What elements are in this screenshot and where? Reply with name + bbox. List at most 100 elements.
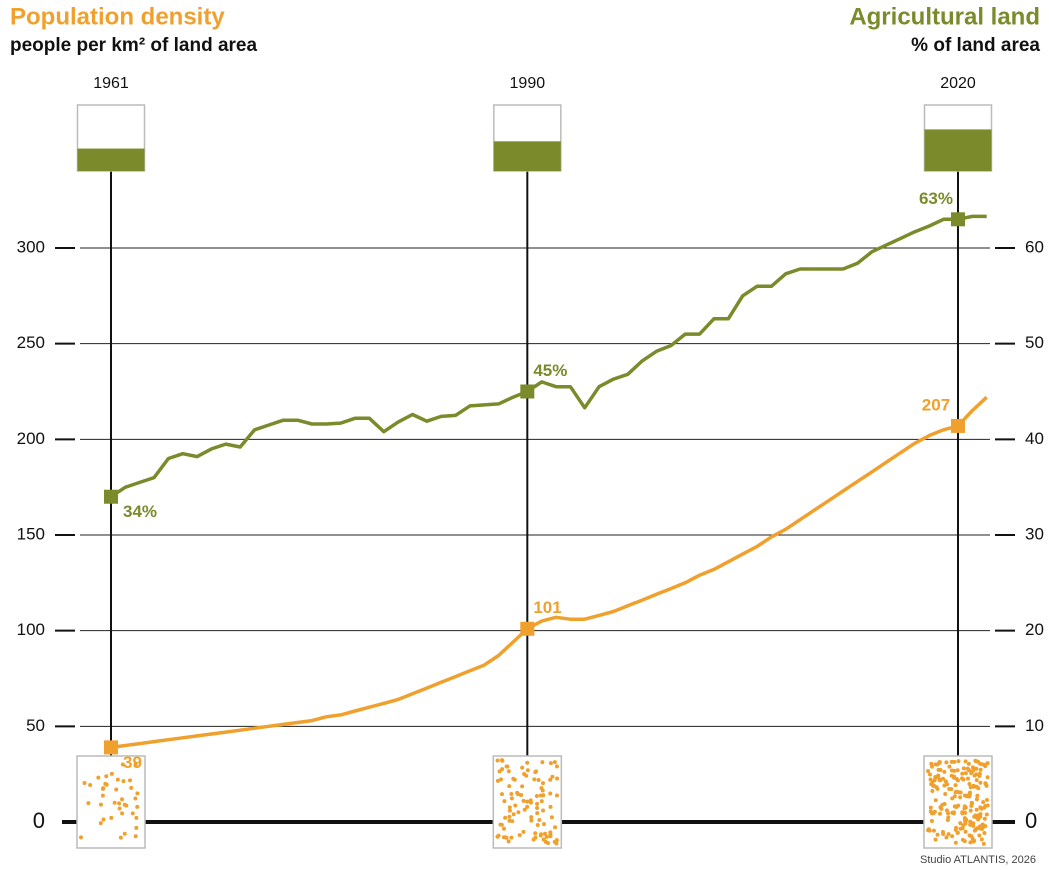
density-dot xyxy=(115,777,120,782)
density-dot xyxy=(956,803,961,808)
density-dot xyxy=(982,816,987,821)
point-marker xyxy=(520,384,535,399)
density-dot xyxy=(120,797,125,802)
density-dot xyxy=(962,793,967,798)
density-dot xyxy=(117,806,122,811)
density-dot xyxy=(516,792,521,797)
density-dot xyxy=(958,795,963,800)
density-dot xyxy=(134,815,139,820)
density-dot xyxy=(539,832,544,837)
density-dot xyxy=(954,789,959,794)
density-dot xyxy=(507,784,512,789)
density-dot xyxy=(133,834,138,839)
density-dot xyxy=(504,835,509,840)
density-dot xyxy=(506,769,511,774)
density-dot xyxy=(552,839,557,844)
density-dot xyxy=(499,822,504,827)
density-dot xyxy=(129,785,134,790)
density-dot xyxy=(953,783,958,788)
density-dot xyxy=(960,810,965,815)
right-subtitle: % of land area xyxy=(911,35,1040,56)
point-marker xyxy=(950,212,965,227)
value-label: 39 xyxy=(123,753,142,772)
density-dot xyxy=(972,828,977,833)
density-dot xyxy=(555,776,560,781)
density-dot xyxy=(538,793,543,798)
density-dot xyxy=(529,815,534,820)
density-dot xyxy=(942,769,947,774)
density-dot xyxy=(541,822,546,827)
density-dot xyxy=(525,768,530,773)
y-tick-label: 200 xyxy=(17,429,45,448)
density-dot xyxy=(548,804,553,809)
density-dot xyxy=(944,760,949,765)
source: Studio ATLANTIS, 2026 xyxy=(920,854,1036,866)
density-dot xyxy=(968,819,973,824)
density-dot xyxy=(540,781,545,786)
density-dot xyxy=(955,778,960,783)
density-dot xyxy=(974,807,979,812)
density-dot xyxy=(548,761,553,766)
density-dot xyxy=(985,803,990,808)
density-dot xyxy=(500,758,505,763)
density-dot xyxy=(495,758,500,763)
density-dot xyxy=(541,808,546,813)
density-dot xyxy=(955,768,960,773)
density-dot xyxy=(953,827,958,832)
density-dot xyxy=(118,835,123,840)
point-marker xyxy=(104,489,118,504)
density-dot xyxy=(500,767,505,772)
density-dot xyxy=(968,840,973,845)
density-dot xyxy=(507,814,512,819)
density-dot xyxy=(498,777,503,782)
y-tick-label: 0 xyxy=(33,808,45,833)
density-dot xyxy=(983,764,988,769)
density-dot xyxy=(520,784,525,789)
density-dot xyxy=(968,808,973,813)
density-dot xyxy=(135,791,140,796)
density-dot xyxy=(965,776,970,781)
right-title: Agricultural land xyxy=(849,3,1040,30)
value-label: 101 xyxy=(533,598,561,617)
density-dot xyxy=(950,810,955,815)
density-dot xyxy=(935,786,940,791)
share-fill xyxy=(493,141,561,171)
density-dot xyxy=(979,806,984,811)
density-dot xyxy=(969,770,974,775)
density-dot xyxy=(114,787,119,792)
density-dot xyxy=(963,805,968,810)
density-dot xyxy=(933,837,938,842)
value-label: 34% xyxy=(123,502,157,521)
y-tick-label: 100 xyxy=(17,620,45,639)
density-dot xyxy=(968,822,973,827)
density-dot xyxy=(535,801,540,806)
density-dot xyxy=(929,811,934,816)
y-tick-label: 250 xyxy=(17,333,45,352)
density-dot xyxy=(970,836,975,841)
density-dot xyxy=(124,803,129,808)
density-dot xyxy=(535,823,540,828)
density-dot xyxy=(522,771,527,776)
density-dot xyxy=(529,818,534,823)
density-dot xyxy=(121,779,126,784)
density-dot xyxy=(977,833,982,838)
density-dot xyxy=(933,798,938,803)
density-dot xyxy=(537,817,542,822)
density-box xyxy=(492,755,563,849)
value-label: 63% xyxy=(919,189,953,208)
y2-tick-label: 40 xyxy=(1025,429,1044,448)
density-dot xyxy=(535,811,540,816)
x-tick-label: 2020 xyxy=(940,75,976,92)
density-dot xyxy=(981,841,986,846)
density-dot xyxy=(507,808,512,813)
density-dot xyxy=(974,797,979,802)
value-label: 45% xyxy=(533,361,567,380)
density-dot xyxy=(135,804,140,809)
density-dot xyxy=(100,786,105,791)
density-dot xyxy=(495,778,500,783)
density-dot xyxy=(507,805,512,810)
density-dot xyxy=(509,796,514,801)
density-dot xyxy=(497,769,502,774)
density-dot xyxy=(958,826,963,831)
